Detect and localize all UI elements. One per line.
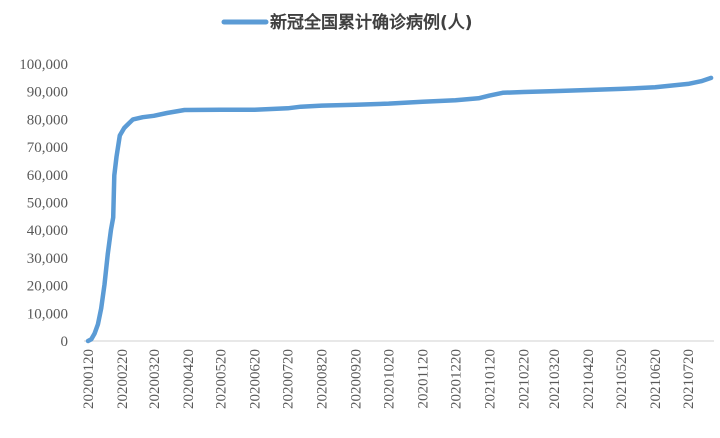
- x-tick-label: 20201220: [448, 349, 464, 409]
- x-tick-label: 20201020: [382, 349, 398, 409]
- x-tick-label: 20200120: [81, 349, 97, 409]
- y-tick-label: 50,000: [27, 196, 68, 212]
- x-tick-label: 20200920: [349, 349, 365, 409]
- x-tick-label: 20201120: [416, 349, 432, 408]
- y-tick-label: 40,000: [27, 223, 68, 239]
- y-tick-label: 60,000: [27, 168, 68, 184]
- x-tick-label: 20200420: [181, 349, 197, 409]
- y-tick-label: 20,000: [27, 279, 68, 295]
- x-tick-label: 20200820: [315, 349, 331, 409]
- y-tick-label: 80,000: [27, 112, 68, 128]
- x-tick-label: 20200220: [115, 349, 131, 409]
- y-tick-label: 30,000: [27, 251, 68, 267]
- x-tick-label: 20210220: [517, 349, 533, 409]
- legend: 新冠全国累计确诊病例(人): [221, 12, 473, 33]
- y-tick-label: 90,000: [27, 85, 68, 101]
- legend-label: 新冠全国累计确诊病例(人): [270, 12, 473, 33]
- y-tick-label: 70,000: [27, 140, 68, 156]
- series-layer: [85, 75, 714, 344]
- y-axis: 0 10,000 20,000 30,000 40,000 50,000 60,000 70,…: [19, 57, 68, 350]
- x-tick-label: 20210720: [681, 349, 697, 409]
- y-tick-label: 100,000: [19, 57, 68, 73]
- x-tick-label: 20200320: [147, 349, 163, 409]
- x-tick-label: 20200620: [248, 349, 264, 409]
- x-axis: 20200120 20200220 20200320 20200420 20200520…: [81, 349, 697, 409]
- x-tick-label: 20210120: [483, 349, 499, 409]
- x-tick-label: 20210620: [648, 349, 664, 409]
- x-tick-label: 20200720: [281, 349, 297, 409]
- x-tick-label: 20210520: [614, 349, 630, 409]
- x-tick-label: 20200520: [214, 349, 230, 409]
- y-tick-label: 10,000: [27, 306, 68, 322]
- x-tick-label: 20210420: [581, 349, 597, 409]
- x-tick-label: 20210320: [547, 349, 563, 409]
- series-line: [85, 75, 714, 344]
- y-tick-label: 0: [61, 334, 69, 350]
